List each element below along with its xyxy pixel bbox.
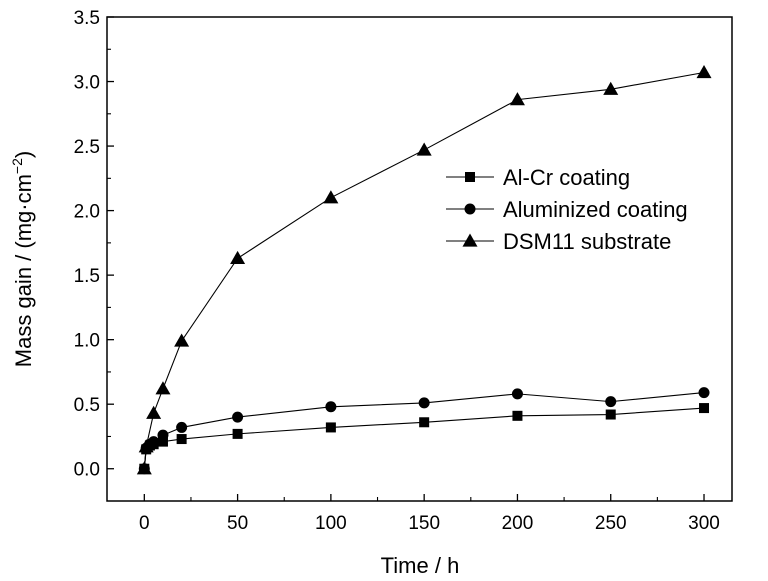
legend: Al-Cr coating Aluminized coating DSM11 sub… <box>446 165 688 254</box>
data-point <box>230 250 246 264</box>
data-point <box>511 388 523 400</box>
y-axis-title-superscript: −2 <box>9 158 25 174</box>
data-point <box>605 396 617 408</box>
data-point <box>509 92 525 106</box>
legend-label: DSM11 substrate <box>503 229 671 254</box>
legend-marker <box>465 172 475 182</box>
data-point <box>325 401 337 413</box>
data-point <box>603 81 619 95</box>
y-tick-label: 3.0 <box>74 73 100 94</box>
y-axis-ticks: 0.0 0.5 1.0 1.5 2.0 2.5 3.0 3.5 <box>74 8 114 481</box>
data-point <box>138 439 154 453</box>
data-point <box>323 190 339 204</box>
series-line <box>143 407 705 469</box>
data-point <box>176 434 187 445</box>
legend-label: Aluminized coating <box>503 197 688 222</box>
data-point <box>155 381 171 395</box>
x-tick-label: 200 <box>502 513 534 534</box>
x-axis-title: Time / h <box>381 553 460 578</box>
data-point <box>696 64 712 79</box>
data-point <box>416 142 432 156</box>
data-point <box>419 417 430 428</box>
data-point <box>174 333 190 347</box>
series-layer <box>136 64 712 475</box>
data-point <box>232 411 244 423</box>
y-tick-label: 3.5 <box>74 8 100 29</box>
data-point <box>418 397 430 409</box>
legend-item: DSM11 substrate <box>446 229 671 254</box>
y-axis-title-main: Mass gain / (mg·cm <box>11 174 36 367</box>
legend-label: Al-Cr coating <box>503 165 630 190</box>
y-tick-label: 1.5 <box>74 266 100 287</box>
y-tick-label: 0.5 <box>74 395 100 416</box>
data-point <box>698 387 710 399</box>
data-point <box>699 403 710 414</box>
data-point <box>605 409 616 420</box>
legend-item: Al-Cr coating <box>446 165 630 190</box>
series-triangle <box>136 64 712 475</box>
data-point <box>148 436 160 448</box>
data-point <box>157 429 169 441</box>
x-tick-label: 300 <box>688 513 720 534</box>
y-tick-label: 2.0 <box>74 202 100 223</box>
x-tick-label: 250 <box>595 513 627 534</box>
y-axis-title-close: ) <box>11 151 36 158</box>
x-tick-label: 150 <box>408 513 440 534</box>
legend-marker <box>464 203 476 215</box>
data-point <box>146 405 162 419</box>
data-point <box>157 436 168 447</box>
y-tick-label: 1.0 <box>74 331 100 352</box>
data-point <box>136 461 152 475</box>
legend-marker <box>462 233 478 247</box>
data-point <box>325 422 336 433</box>
series-square <box>139 403 710 474</box>
y-axis-title: Mass gain / (mg·cm−2) <box>9 151 36 367</box>
x-axis-ticks: 0 50 100 150 200 250 300 <box>139 494 720 534</box>
plot-frame <box>106 16 733 502</box>
data-point <box>232 428 243 439</box>
y-tick-label: 0.0 <box>74 460 100 481</box>
x-tick-label: 100 <box>315 513 347 534</box>
x-tick-label: 0 <box>139 513 150 534</box>
data-point <box>176 421 188 433</box>
data-point <box>512 410 523 421</box>
series-line <box>143 71 705 469</box>
y-tick-label: 2.5 <box>74 137 100 158</box>
x-tick-label: 50 <box>227 513 248 534</box>
series-circle <box>138 387 710 475</box>
legend-item: Aluminized coating <box>446 197 688 222</box>
